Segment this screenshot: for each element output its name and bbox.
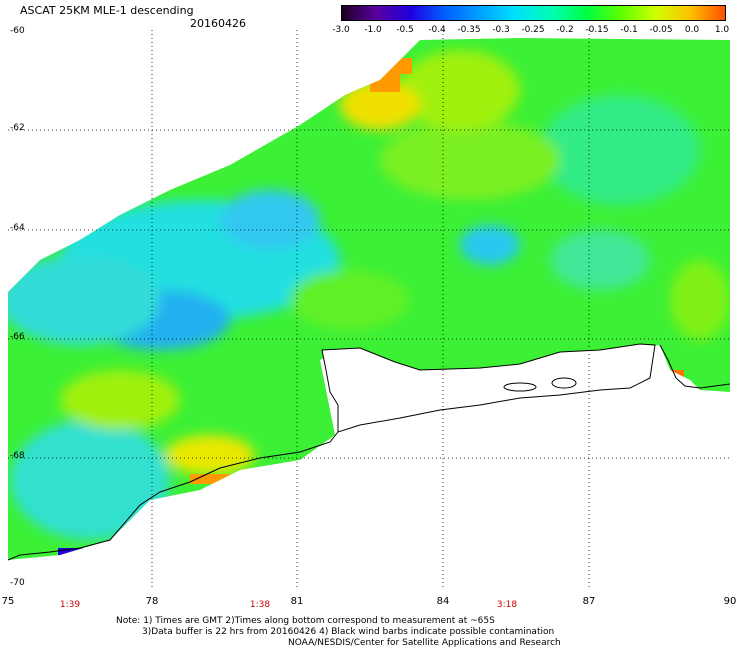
- wind-field-patch: [165, 435, 255, 475]
- longitude-label: 81: [290, 596, 304, 607]
- colorbar-label: -0.4: [428, 25, 446, 35]
- longitude-label: 84: [436, 596, 450, 607]
- time-label: 1:38: [249, 600, 271, 610]
- longitude-label: 75: [1, 596, 15, 607]
- wind-field-patch: [8, 255, 160, 345]
- colorbar-label: -1.0: [364, 25, 382, 35]
- latitude-label: -66: [10, 332, 25, 342]
- colorbar: [341, 5, 726, 21]
- colorbar-label: -0.1: [620, 25, 638, 35]
- wind-field-patch: [220, 190, 320, 250]
- wind-field-patch: [540, 95, 700, 205]
- wind-field-patch: [340, 80, 420, 130]
- time-label: 3:18: [496, 600, 518, 610]
- note-line: NOAA/NESDIS/Center for Satellite Applica…: [288, 638, 561, 648]
- wind-field-patch: [10, 420, 170, 540]
- time-label: 1:39: [59, 600, 81, 610]
- colorbar-label: -0.15: [585, 25, 609, 35]
- coast-island: [551, 377, 577, 389]
- longitude-label: 87: [582, 596, 596, 607]
- map-date: 20160426: [190, 17, 246, 30]
- graticule: [8, 30, 732, 590]
- colorbar-label: -0.35: [457, 25, 481, 35]
- latitude-label: -64: [10, 223, 25, 233]
- note-line: 3)Data buffer is 22 hrs from 20160426 4)…: [142, 627, 555, 637]
- wind-field-patch: [550, 230, 650, 290]
- coastline: [659, 344, 731, 389]
- colorbar-label: -0.5: [396, 25, 414, 35]
- colorbar-label: 0.0: [684, 25, 700, 35]
- colorbar-label: -0.3: [492, 25, 510, 35]
- longitude-label: 90: [723, 596, 737, 607]
- wind-field-patch: [670, 260, 730, 340]
- note-line: Note: 1) Times are GMT 2)Times along bot…: [116, 616, 495, 626]
- wind-field-patch: [390, 58, 412, 74]
- latitude-label: -62: [10, 123, 25, 133]
- colorbar-label: -0.05: [649, 25, 673, 35]
- longitude-label: 78: [145, 596, 159, 607]
- ice-shelf-coast: [321, 343, 656, 433]
- wind-field-patch: [60, 370, 180, 430]
- latitude-label: -70: [10, 578, 25, 588]
- latitude-label: -60: [10, 26, 25, 36]
- wind-field-patch: [400, 50, 520, 130]
- wind-field-patch: [380, 120, 560, 200]
- map-title: ASCAT 25KM MLE-1 descending: [20, 4, 194, 17]
- colorbar-label: -0.25: [521, 25, 545, 35]
- wind-field-patch: [190, 474, 230, 484]
- colorbar-label: 1.0: [714, 25, 730, 35]
- wind-field-patch: [290, 270, 410, 330]
- latitude-label: -68: [10, 451, 25, 461]
- colorbar-label: -0.2: [556, 25, 574, 35]
- coastline: [7, 431, 339, 561]
- coast-island: [503, 382, 537, 392]
- colorbar-label: -3.0: [332, 25, 350, 35]
- wind-field-patch: [460, 225, 520, 265]
